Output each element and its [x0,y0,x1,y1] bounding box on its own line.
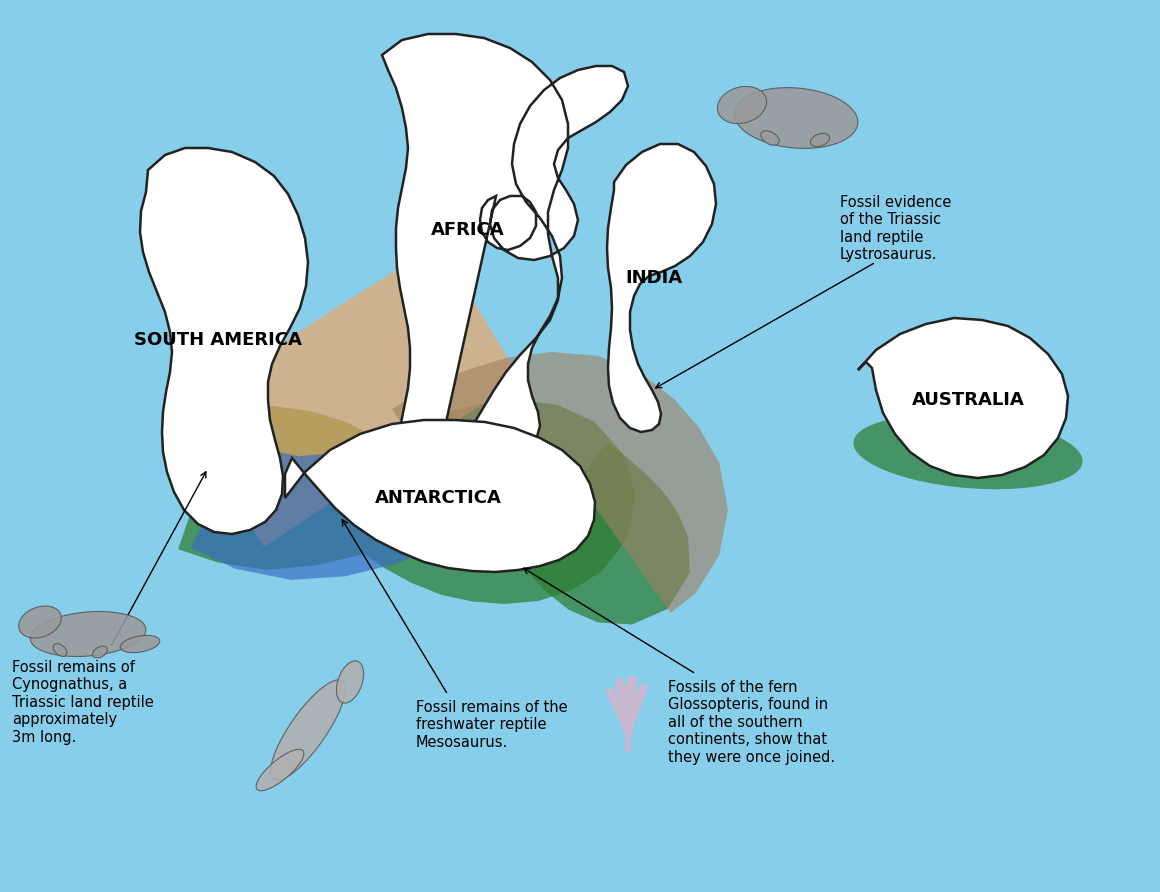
Text: Fossils of the fern
Glossopteris, found in
all of the southern
continents, show : Fossils of the fern Glossopteris, found … [668,680,835,764]
Polygon shape [93,646,108,658]
Text: Fossil remains of
Cynognathus, a
Triassic land reptile
approximately
3m long.: Fossil remains of Cynognathus, a Triassi… [12,660,154,745]
Polygon shape [811,134,829,146]
Polygon shape [140,148,309,534]
Text: AFRICA: AFRICA [432,221,505,239]
Polygon shape [336,661,363,703]
Polygon shape [19,606,61,638]
Polygon shape [858,318,1068,478]
Polygon shape [392,352,728,613]
Polygon shape [761,131,780,145]
Polygon shape [607,144,716,432]
Text: Fossil remains of the
freshwater reptile
Mesosaurus.: Fossil remains of the freshwater reptile… [416,700,567,750]
Text: AUSTRALIA: AUSTRALIA [912,391,1024,409]
Polygon shape [191,404,502,580]
Polygon shape [176,244,521,547]
Polygon shape [854,415,1082,489]
Polygon shape [121,635,160,653]
Polygon shape [717,87,767,124]
Polygon shape [53,644,67,657]
Polygon shape [171,400,636,604]
Polygon shape [285,420,595,572]
Text: INDIA: INDIA [625,269,682,287]
Polygon shape [734,87,857,148]
Text: SOUTH AMERICA: SOUTH AMERICA [135,331,302,349]
Polygon shape [30,612,146,657]
Polygon shape [256,749,304,790]
Polygon shape [513,442,690,624]
Text: Fossil evidence
of the Triassic
land reptile
Lystrosaurus.: Fossil evidence of the Triassic land rep… [840,195,951,262]
Text: ANTARCTICA: ANTARCTICA [375,489,501,507]
Polygon shape [270,680,346,780]
Polygon shape [382,34,628,540]
